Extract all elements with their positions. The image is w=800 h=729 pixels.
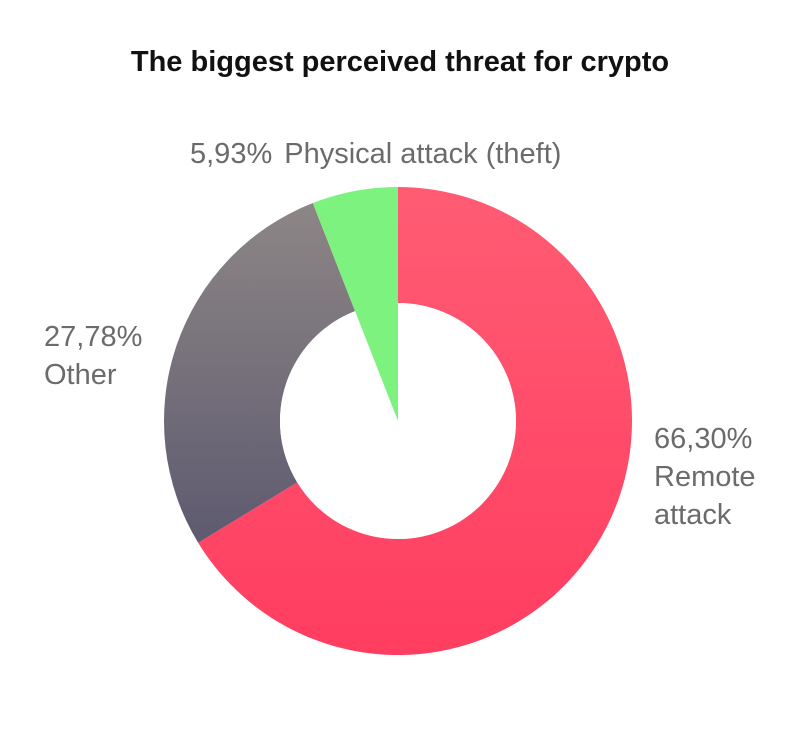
slice-name: Remote bbox=[654, 461, 756, 493]
slice-physical-attack-theft bbox=[312, 187, 398, 421]
slice-remote-attack bbox=[198, 187, 633, 656]
slice-percent: 5,93% bbox=[190, 138, 272, 170]
data-label-remote-attack: 66,30% Remote attack bbox=[654, 423, 756, 531]
slice-other bbox=[163, 203, 356, 543]
slice-name: Physical attack (theft) bbox=[284, 138, 561, 170]
slice-name: Other bbox=[44, 359, 117, 391]
slice-name: attack bbox=[654, 499, 732, 531]
slice-percent: 27,78% bbox=[44, 321, 142, 353]
data-label-physical-attack-theft: 5,93% Physical attack (theft) bbox=[190, 138, 561, 170]
slice-percent: 66,30% bbox=[654, 423, 752, 455]
data-label-other: 27,78% Other bbox=[44, 321, 142, 391]
chart-title: The biggest perceived threat for crypto bbox=[130, 46, 670, 78]
